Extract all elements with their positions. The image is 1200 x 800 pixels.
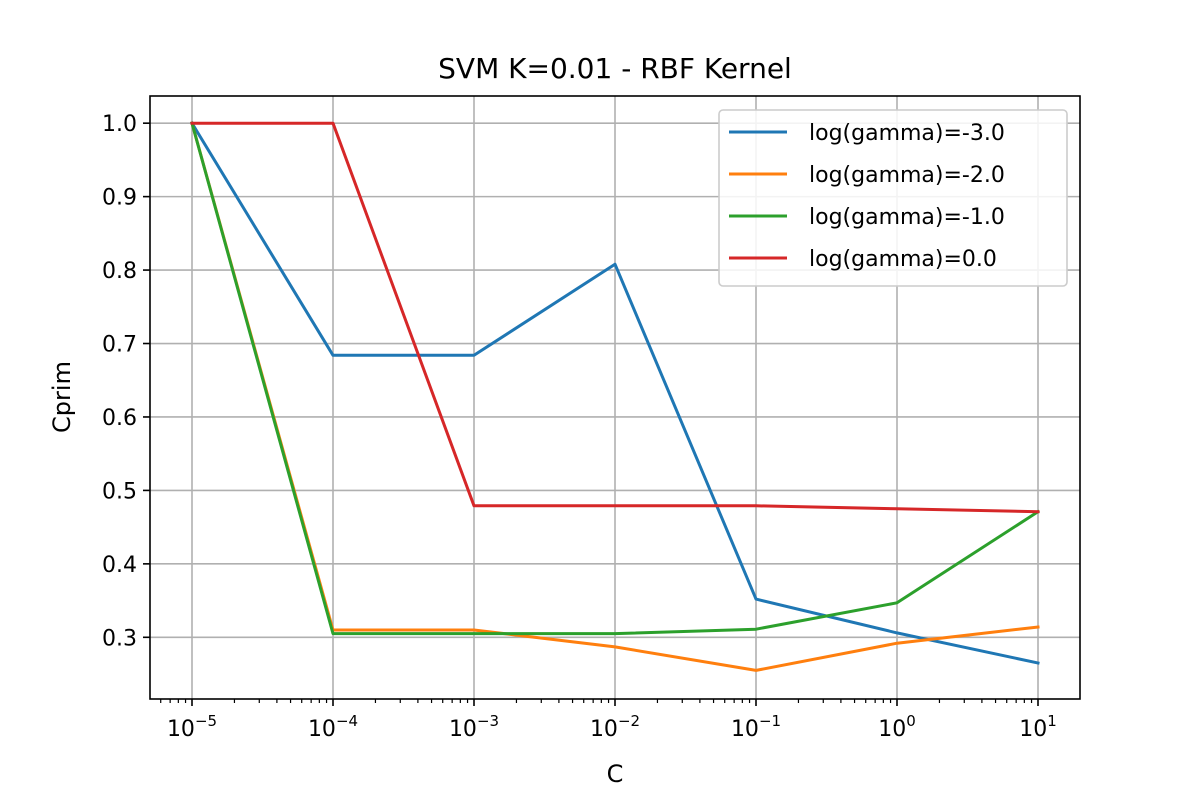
y-tick-label: 0.4 (102, 553, 137, 578)
legend-label: log(gamma)=-1.0 (809, 205, 1005, 230)
y-tick-label: 0.6 (102, 406, 137, 431)
legend-box (718, 109, 1068, 287)
legend-label: log(gamma)=-3.0 (809, 121, 1005, 146)
y-tick-label: 0.3 (102, 626, 137, 651)
chart-title: SVM K=0.01 - RBF Kernel (438, 52, 792, 85)
series-layer (189, 121, 1041, 672)
x-tick-label: 10−5 (167, 712, 217, 742)
y-axis-label: Cprim (48, 361, 76, 433)
y-tick-label: 1.0 (102, 112, 137, 137)
y-tick-label: 0.9 (102, 186, 137, 211)
x-tick-label: 10−2 (590, 712, 640, 742)
series-line (190, 121, 1041, 636)
legend-label: log(gamma)=0.0 (809, 247, 997, 272)
x-tick-label: 10−1 (731, 712, 781, 742)
y-tick-label: 0.5 (102, 479, 137, 504)
legend-label: log(gamma)=-2.0 (809, 163, 1005, 188)
y-tick-label: 0.8 (102, 259, 137, 284)
x-axis: 10−5 10−4 10−3 10−2 10−1 100 101 (160, 699, 1057, 742)
series-line (189, 121, 1040, 665)
x-tick-label: 101 (1019, 712, 1057, 742)
x-tick-label: 100 (878, 712, 916, 742)
y-tick-label: 0.7 (102, 333, 137, 358)
x-axis-label: C (607, 760, 624, 788)
legend: log(gamma)=-3.0 log(gamma)=-2.0 log(gamma)… (718, 109, 1068, 287)
x-tick-label: 10−3 (449, 712, 499, 742)
x-tick-label: 10−4 (308, 712, 358, 742)
series-line (190, 121, 1040, 514)
y-axis: 0.3 0.4 0.5 0.6 0.7 0.8 0.9 1.0 (102, 112, 150, 651)
